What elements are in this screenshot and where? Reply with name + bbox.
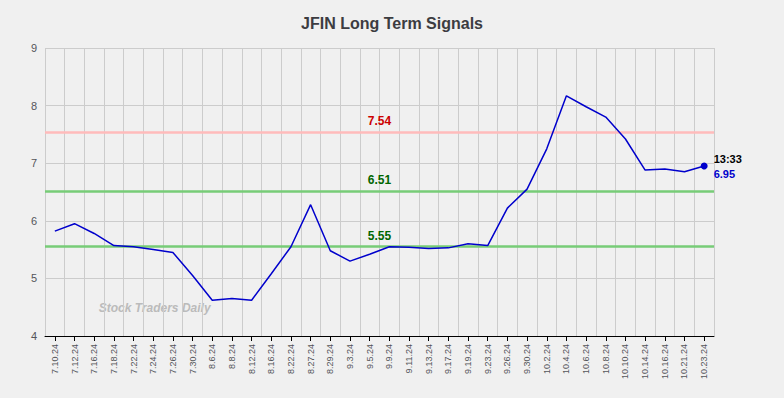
- svg-text:9.13.24: 9.13.24: [424, 344, 434, 374]
- svg-text:10.21.24: 10.21.24: [679, 344, 689, 379]
- svg-text:Stock Traders Daily: Stock Traders Daily: [99, 301, 212, 315]
- svg-text:7: 7: [31, 157, 37, 169]
- svg-text:10.16.24: 10.16.24: [660, 344, 670, 379]
- svg-text:8.29.24: 8.29.24: [325, 344, 335, 374]
- svg-text:6.95: 6.95: [714, 168, 735, 180]
- svg-text:10.4.24: 10.4.24: [561, 344, 571, 374]
- svg-text:9.3.24: 9.3.24: [345, 344, 355, 369]
- svg-text:JFIN Long Term Signals: JFIN Long Term Signals: [301, 15, 483, 32]
- svg-text:9.30.24: 9.30.24: [522, 344, 532, 374]
- svg-text:9.26.24: 9.26.24: [502, 344, 512, 374]
- svg-text:8.12.24: 8.12.24: [247, 344, 257, 374]
- svg-text:9: 9: [31, 42, 37, 54]
- svg-text:10.6.24: 10.6.24: [581, 344, 591, 374]
- svg-text:7.54: 7.54: [368, 114, 392, 128]
- svg-text:8.22.24: 8.22.24: [286, 344, 296, 374]
- svg-text:10.2.24: 10.2.24: [542, 344, 552, 374]
- svg-text:7.22.24: 7.22.24: [129, 344, 139, 374]
- svg-text:9.19.24: 9.19.24: [463, 344, 473, 374]
- svg-text:9.5.24: 9.5.24: [365, 344, 375, 369]
- svg-text:10.8.24: 10.8.24: [601, 344, 611, 374]
- svg-text:8.8.24: 8.8.24: [227, 344, 237, 369]
- svg-text:10.23.24: 10.23.24: [699, 344, 709, 379]
- svg-text:9.23.24: 9.23.24: [483, 344, 493, 374]
- svg-text:9.17.24: 9.17.24: [443, 344, 453, 374]
- svg-text:6.51: 6.51: [368, 173, 392, 187]
- svg-text:7.16.24: 7.16.24: [89, 344, 99, 374]
- svg-text:7.10.24: 7.10.24: [50, 344, 60, 374]
- svg-text:6: 6: [31, 215, 37, 227]
- svg-text:7.24.24: 7.24.24: [148, 344, 158, 374]
- svg-text:7.26.24: 7.26.24: [168, 344, 178, 374]
- svg-text:8.6.24: 8.6.24: [207, 344, 217, 369]
- svg-text:9.9.24: 9.9.24: [384, 344, 394, 369]
- svg-text:7.30.24: 7.30.24: [188, 344, 198, 374]
- svg-text:8.27.24: 8.27.24: [306, 344, 316, 374]
- svg-text:8: 8: [31, 100, 37, 112]
- svg-text:10.10.24: 10.10.24: [620, 344, 630, 379]
- svg-text:9.11.24: 9.11.24: [404, 344, 414, 373]
- svg-text:8.16.24: 8.16.24: [266, 344, 276, 374]
- svg-text:10.14.24: 10.14.24: [640, 344, 650, 379]
- svg-text:5: 5: [31, 272, 37, 284]
- svg-text:4: 4: [31, 330, 37, 342]
- svg-text:7.12.24: 7.12.24: [70, 344, 80, 374]
- svg-text:5.55: 5.55: [368, 229, 392, 243]
- svg-text:7.18.24: 7.18.24: [109, 344, 119, 374]
- svg-text:13:33: 13:33: [714, 153, 742, 165]
